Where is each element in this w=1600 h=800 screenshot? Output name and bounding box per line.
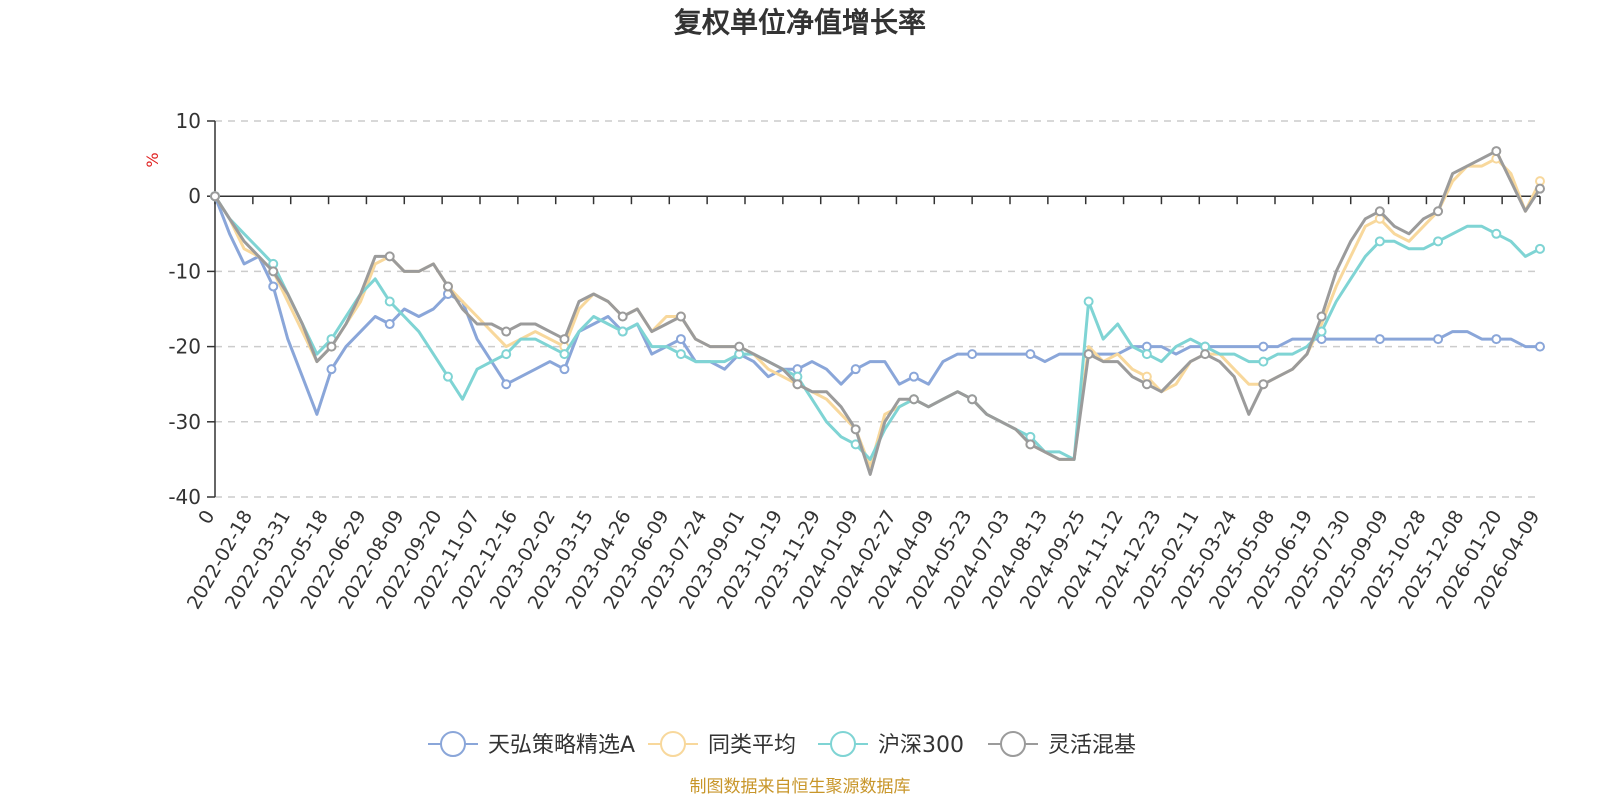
series-point xyxy=(268,281,279,292)
series-point xyxy=(1491,334,1502,345)
series-point xyxy=(1141,349,1152,360)
series-point xyxy=(908,394,919,405)
legend-marker xyxy=(440,731,466,757)
legend-item-2[interactable]: 同类平均 xyxy=(648,731,796,758)
y-tick-label: -40 xyxy=(168,485,201,509)
series-point xyxy=(1491,146,1502,157)
series-point xyxy=(1258,379,1269,390)
series-point xyxy=(501,326,512,337)
series-point xyxy=(384,319,395,330)
series-point xyxy=(1433,334,1444,345)
series-point xyxy=(1200,349,1211,360)
series-point xyxy=(734,341,745,352)
series-point xyxy=(850,424,861,435)
series-point xyxy=(442,371,453,382)
series-point xyxy=(1258,356,1269,367)
chart-title: 复权单位净值增长率 xyxy=(674,6,926,39)
series-point xyxy=(559,334,570,345)
series-point xyxy=(850,364,861,375)
legend-label: 沪深300 xyxy=(878,733,964,758)
y-tick-label: -30 xyxy=(168,410,201,434)
series-point xyxy=(501,379,512,390)
y-tick-label: -10 xyxy=(168,259,201,283)
y-tick-label: 0 xyxy=(188,184,201,208)
y-axis-unit: % xyxy=(143,152,162,167)
legend-item-4[interactable]: 灵活混基 xyxy=(988,731,1136,758)
legend-label: 同类平均 xyxy=(708,733,796,758)
series-point xyxy=(1083,349,1094,360)
series-point xyxy=(1433,236,1444,247)
series-point xyxy=(326,341,337,352)
source-note: 制图数据来自恒生聚源数据库 xyxy=(690,777,911,797)
series-point xyxy=(384,296,395,307)
series-point xyxy=(675,334,686,345)
series-point xyxy=(1258,341,1269,352)
series-point xyxy=(617,311,628,322)
series-point xyxy=(1433,206,1444,217)
series-point xyxy=(210,191,220,202)
y-tick-label: 10 xyxy=(176,109,201,133)
series-line-3 xyxy=(213,194,1542,461)
series-point xyxy=(1374,236,1385,247)
series-point xyxy=(675,311,686,322)
x-tick-label: 0 xyxy=(194,507,219,528)
series-point xyxy=(908,371,919,382)
legend-marker xyxy=(830,731,856,757)
series-point xyxy=(675,349,686,360)
series-point xyxy=(1316,326,1327,337)
series-point xyxy=(617,326,628,337)
legend[interactable]: 天弘策略精选A 同类平均 沪深300 灵活混基 xyxy=(428,731,1136,758)
series-point xyxy=(967,349,978,360)
series-point xyxy=(1535,341,1545,352)
y-axis: 10 0 -10 -20 -30 -40 xyxy=(168,109,216,509)
legend-label: 天弘策略精选A xyxy=(488,733,635,758)
legend-marker xyxy=(1000,731,1026,757)
legend-marker xyxy=(660,731,686,757)
series-point xyxy=(1535,183,1545,194)
series-point xyxy=(326,364,337,375)
series-point xyxy=(1374,334,1385,345)
series-point xyxy=(442,281,453,292)
series-line-1 xyxy=(213,194,1542,416)
series-point xyxy=(1491,228,1502,239)
series-point xyxy=(1316,311,1327,322)
series-point xyxy=(792,379,803,390)
series-point xyxy=(501,349,512,360)
series-point xyxy=(1374,206,1385,217)
series-point xyxy=(1025,349,1036,360)
y-tick-label: -20 xyxy=(168,335,201,359)
series-point xyxy=(1083,296,1094,307)
legend-label: 灵活混基 xyxy=(1048,733,1136,758)
series-point xyxy=(384,251,395,262)
series-point xyxy=(967,394,978,405)
series-point xyxy=(1535,243,1545,254)
legend-item-3[interactable]: 沪深300 xyxy=(818,731,964,758)
series-point xyxy=(1025,439,1036,450)
series-point xyxy=(559,364,570,375)
series-group xyxy=(210,146,1545,476)
series-point xyxy=(1141,379,1152,390)
series-line-4 xyxy=(213,149,1542,476)
legend-item-1[interactable]: 天弘策略精选A xyxy=(428,731,635,758)
series-point xyxy=(559,349,570,360)
series-point xyxy=(268,266,279,277)
